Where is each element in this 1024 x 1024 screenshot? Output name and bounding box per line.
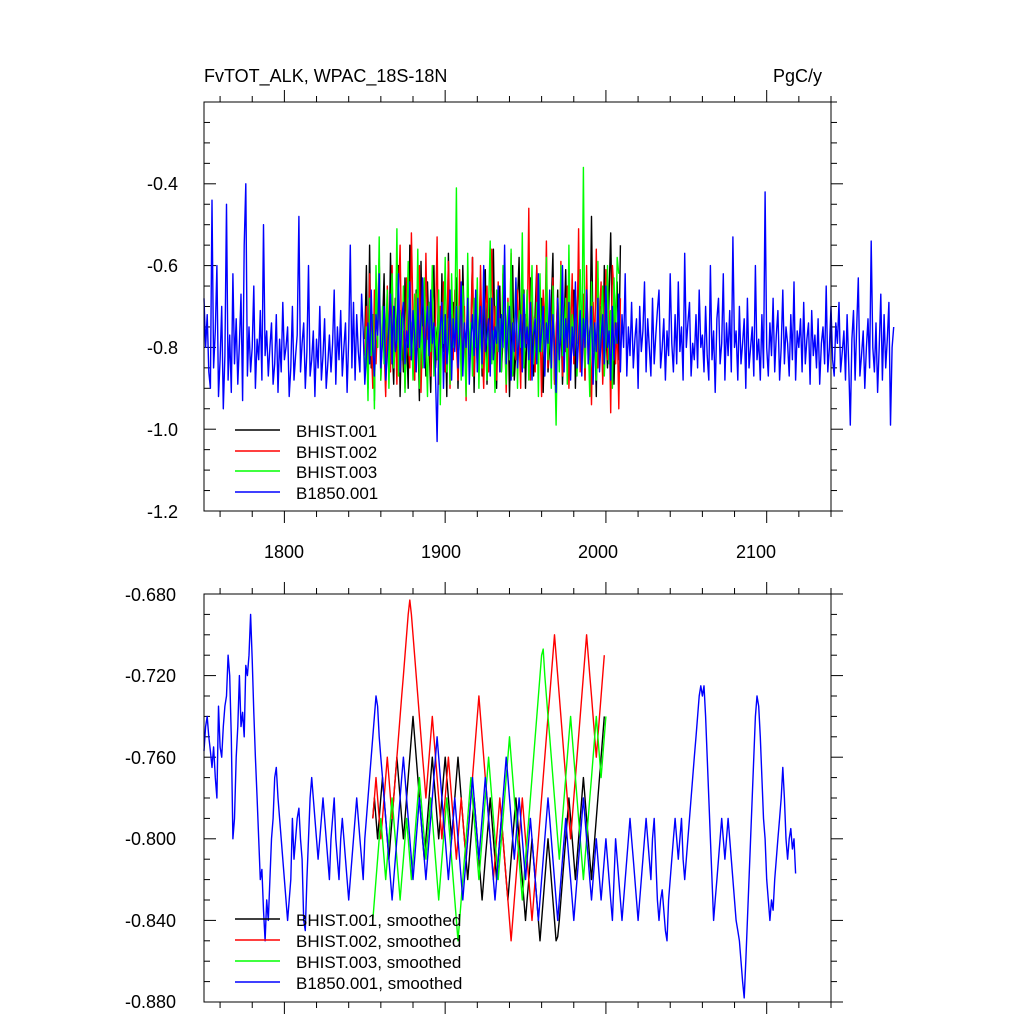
bottom-panel-series [203,599,797,999]
top-panel-units: PgC/y [773,66,822,86]
top-panel-title: FvTOT_ALK, WPAC_18S-18N [204,66,447,87]
y-tick-label: -0.720 [125,666,176,686]
legend-label: BHIST.001 [296,422,377,441]
legend-label: BHIST.001, smoothed [296,911,461,930]
top-panel-legend: BHIST.001 BHIST.002 BHIST.003 B1850.001 [235,422,378,503]
legend-label: B1850.001, smoothed [296,974,462,993]
y-tick-label: -0.840 [125,911,176,931]
top-panel-series [203,166,895,443]
x-tick-label: 2000 [578,542,618,562]
top-panel-x-tick-labels: 1800 1900 2000 2100 [264,542,776,562]
y-tick-label: -0.680 [125,585,176,605]
legend-label: BHIST.003 [296,463,377,482]
x-tick-label: 2100 [736,542,776,562]
top-series-bhist-003 [364,166,620,426]
legend-label: BHIST.002, smoothed [296,932,461,951]
top-panel-y-tick-labels: -0.4 -0.6 -0.8 -1.0 -1.2 [147,174,178,522]
y-tick-label: -0.8 [147,338,178,358]
y-tick-label: -0.800 [125,829,176,849]
bottom-series-bhist-003-smoothed [372,648,607,942]
legend-label: BHIST.002 [296,443,377,462]
bottom-series-bhist-002-smoothed [372,599,605,942]
bottom-panel-legend: BHIST.001, smoothed BHIST.002, smoothed … [235,911,462,993]
top-panel-ticks [204,90,843,523]
y-tick-label: -0.880 [125,992,176,1012]
legend-label: B1850.001 [296,484,378,503]
bottom-panel-y-tick-labels: -0.680 -0.720 -0.760 -0.800 -0.840 -0.88… [125,585,176,1012]
y-tick-label: -0.760 [125,748,176,768]
top-series-b1850-001 [203,183,895,443]
bottom-series-b1850-001-smoothed [203,613,797,999]
x-tick-label: 1800 [264,542,304,562]
bottom-panel-ticks [204,582,843,1014]
top-panel: FvTOT_ALK, WPAC_18S-18N PgC/y -0.4 -0.6 … [147,66,895,562]
legend-label: BHIST.003, smoothed [296,953,461,972]
bottom-panel-frame [203,593,832,1003]
y-tick-label: -1.2 [147,502,178,522]
y-tick-label: -1.0 [147,420,178,440]
y-tick-label: -0.6 [147,256,178,276]
x-tick-label: 1900 [421,542,461,562]
y-tick-label: -0.4 [147,174,178,194]
bottom-panel: -0.680 -0.720 -0.760 -0.800 -0.840 -0.88… [125,582,843,1014]
top-panel-frame [203,101,832,512]
